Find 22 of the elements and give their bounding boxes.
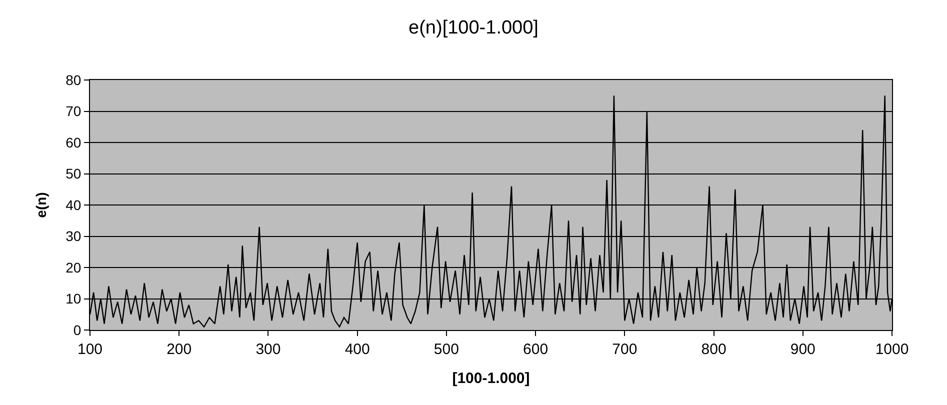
y-tick-label: 0 (73, 322, 82, 338)
y-tick-label: 20 (66, 259, 82, 276)
x-tick-label: 600 (523, 341, 548, 358)
x-tick-label: 800 (701, 341, 726, 358)
y-tick-label: 50 (66, 166, 82, 182)
y-tick-label: 60 (66, 134, 82, 150)
y-tick-label: 10 (66, 290, 82, 307)
x-tick-label: 1000 (875, 341, 909, 358)
y-tick-label: 80 (66, 72, 82, 88)
x-tick-label: 300 (256, 341, 281, 358)
x-tick-label: 100 (77, 341, 103, 358)
x-tick-label: 200 (166, 341, 192, 358)
y-tick-label: 30 (66, 228, 82, 244)
y-tick-label: 70 (66, 103, 82, 120)
y-axis-title: e(n) (33, 192, 50, 218)
x-tick-label: 400 (344, 341, 370, 358)
x-tick-label: 900 (790, 341, 816, 358)
y-tick-label: 40 (66, 196, 82, 213)
chart-title: e(n)[100-1.000] (408, 18, 538, 39)
x-tick-label: 700 (612, 341, 638, 358)
x-axis-title: [100-1.000] (452, 370, 530, 387)
x-tick-label: 500 (434, 341, 459, 358)
